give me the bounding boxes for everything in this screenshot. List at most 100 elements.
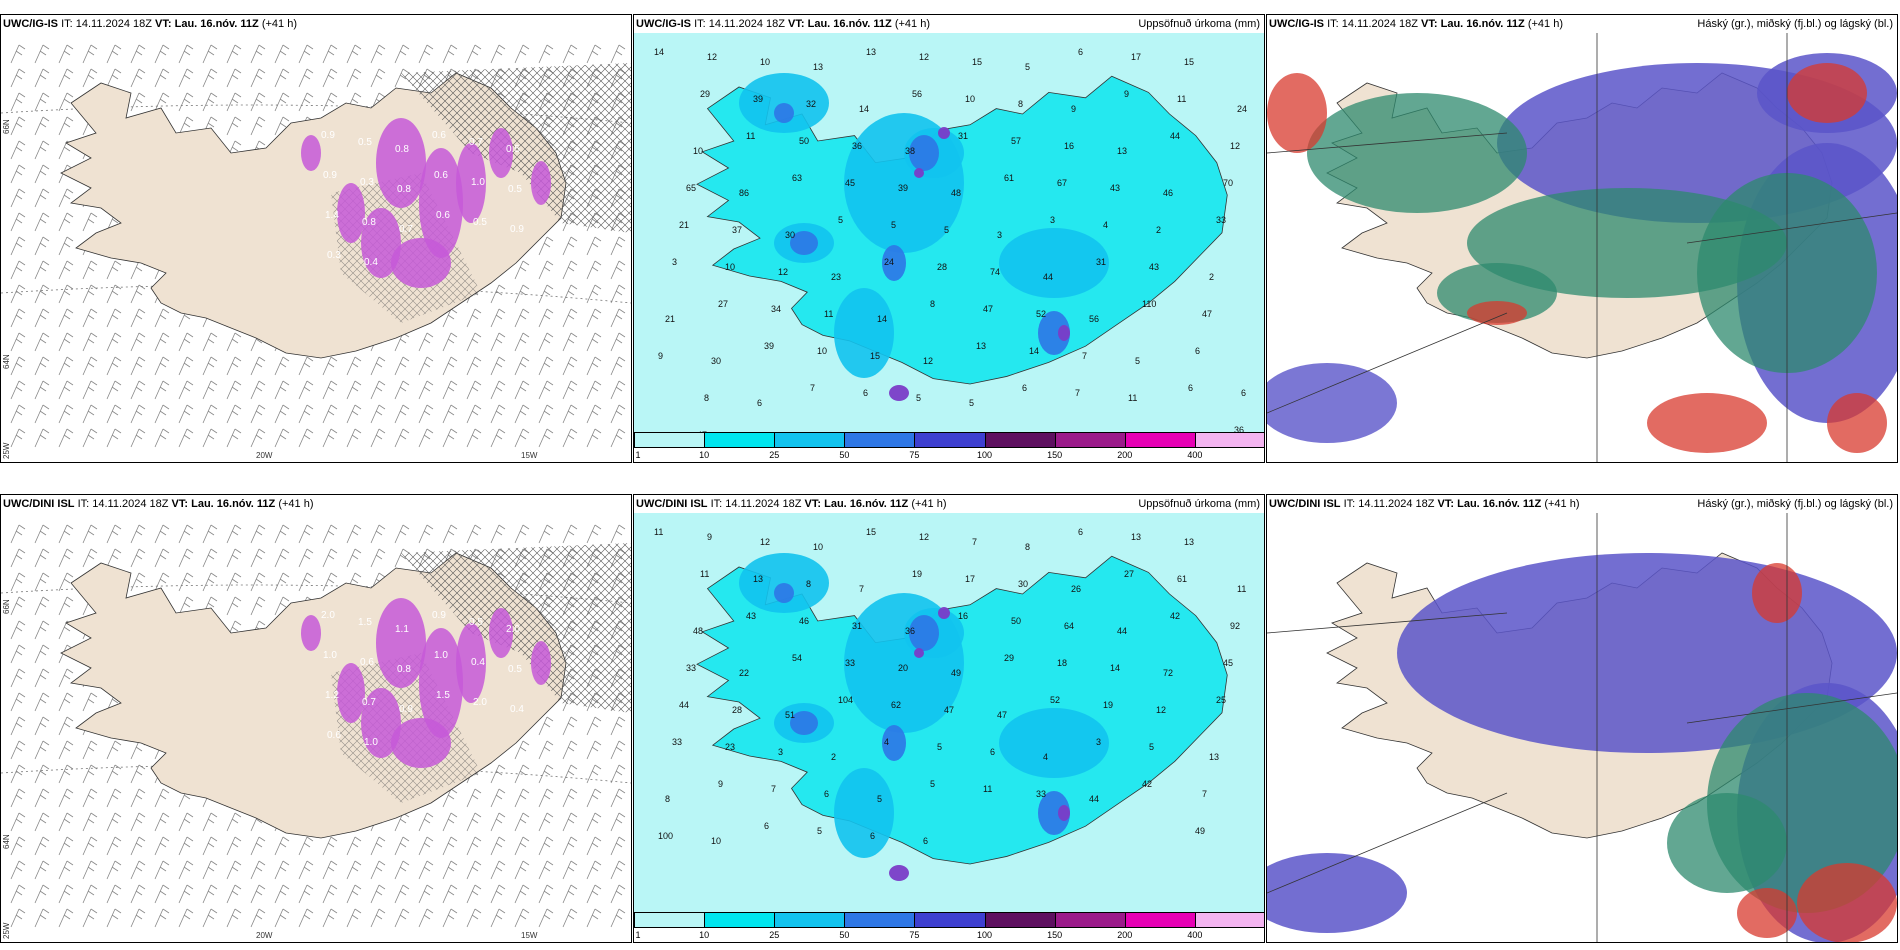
wind-barb [370, 380, 386, 400]
precip-value: 11 [746, 131, 755, 141]
precip-value: 14 [1110, 663, 1120, 673]
gust-area [419, 148, 463, 258]
wind-barb [130, 284, 146, 304]
wind-barb [610, 908, 626, 928]
precip-value: 6 [870, 831, 875, 841]
wind-barb [250, 356, 266, 376]
wind-barb [34, 788, 50, 808]
wind-barb [34, 140, 50, 160]
precip-value: 8 [806, 579, 811, 589]
wind-barb [106, 548, 122, 568]
wind-barb [10, 188, 26, 208]
wind-barb [562, 524, 578, 544]
contour-label: 0.7 [362, 697, 376, 708]
mid-cloud [1307, 93, 1527, 213]
precip-value: 56 [912, 89, 922, 99]
wind-barb [466, 860, 482, 880]
wind-barb [490, 380, 506, 400]
colorbar-tick: 1 [635, 930, 641, 940]
precip-value: 8 [1025, 542, 1030, 552]
precip-value: 11 [700, 569, 709, 579]
colorbar: 1 10 25 50 75 100 150 200 400 [634, 432, 1264, 462]
wind-barb [130, 860, 146, 880]
precip-value: 48 [951, 188, 961, 198]
precip-value: 57 [1011, 136, 1021, 146]
wind-barb [442, 404, 458, 424]
gust-area [391, 238, 451, 288]
wind-barb [586, 524, 602, 544]
wind-barb [490, 860, 506, 880]
wind-barb [586, 764, 602, 784]
precip-value: 6 [1241, 388, 1246, 398]
panel-title: UWC/DINI ISL IT: 14.11.2024 18Z VT: Lau.… [3, 498, 314, 510]
wind-barb [322, 68, 338, 88]
wind-barb [58, 380, 74, 400]
contour-label: 0.8 [395, 144, 409, 155]
gust-area [376, 118, 426, 208]
colorbar-segment [844, 912, 916, 928]
wind-barb [82, 284, 98, 304]
gust-area [489, 128, 513, 178]
precip-value: 36 [1234, 425, 1244, 433]
contour-label: 0.8 [397, 184, 411, 195]
precip-value: 17 [965, 574, 975, 584]
wind-barb [226, 884, 242, 904]
wind-barb [10, 236, 26, 256]
precip-value: 6 [757, 398, 762, 408]
wind-barb [418, 860, 434, 880]
precip-value: 51 [785, 710, 795, 720]
wind-barb [58, 812, 74, 832]
wind-barb [34, 524, 50, 544]
precip-value: 20 [898, 663, 908, 673]
wind-barb [346, 68, 362, 88]
precip-value: 8 [1018, 99, 1023, 109]
precip-value: 86 [739, 188, 749, 198]
low-cloud [1787, 63, 1867, 123]
precip-value: 10 [725, 262, 735, 272]
wind-barb [130, 524, 146, 544]
precip-value: 18 [1057, 658, 1067, 668]
contour-label: 1.0 [434, 650, 448, 661]
wind-barb [274, 116, 290, 136]
wind-barb [322, 380, 338, 400]
wind-barb [586, 44, 602, 64]
wind-barb [538, 860, 554, 880]
precip-value: 44 [1089, 794, 1099, 804]
wind-barb [322, 908, 338, 928]
precip-value: 6 [923, 836, 928, 846]
colorbar-segment [1124, 432, 1196, 448]
wind-barb [10, 428, 26, 448]
precip-value: 4 [1043, 752, 1048, 762]
colorbar-segment [774, 432, 846, 448]
precip-value: 49 [951, 668, 961, 678]
contour-label: 1.5 [436, 690, 450, 701]
wind-barb [250, 884, 266, 904]
wind-barb [538, 404, 554, 424]
wind-barb [610, 764, 626, 784]
wind-barb [298, 524, 314, 544]
ig-cloud-panel: UWC/IG-IS IT: 14.11.2024 18Z VT: Lau. 16… [1266, 14, 1898, 463]
precip-value: 9 [1124, 89, 1129, 99]
precip-value: 12 [778, 267, 788, 277]
precip-value: 33 [672, 737, 682, 747]
wind-barb [514, 380, 530, 400]
wind-barb [562, 740, 578, 760]
precip-value: 31 [1096, 257, 1106, 267]
wind-barb [346, 524, 362, 544]
wind-barb [562, 836, 578, 856]
precip-value: 25 [1216, 695, 1226, 705]
wind-barb [346, 860, 362, 880]
high-cloud [1267, 853, 1407, 933]
wind-barb [394, 404, 410, 424]
wind-barb [82, 68, 98, 88]
wind-barb [322, 428, 338, 448]
precip-value: 7 [972, 537, 977, 547]
precip-area [834, 288, 894, 378]
wind-barb [226, 596, 242, 616]
wind-barb [274, 548, 290, 568]
precip-value: 10 [965, 94, 975, 104]
precip-value: 42 [1170, 611, 1180, 621]
precip-value: 19 [1103, 700, 1113, 710]
wind-barb [610, 404, 626, 424]
wind-barb [610, 788, 626, 808]
